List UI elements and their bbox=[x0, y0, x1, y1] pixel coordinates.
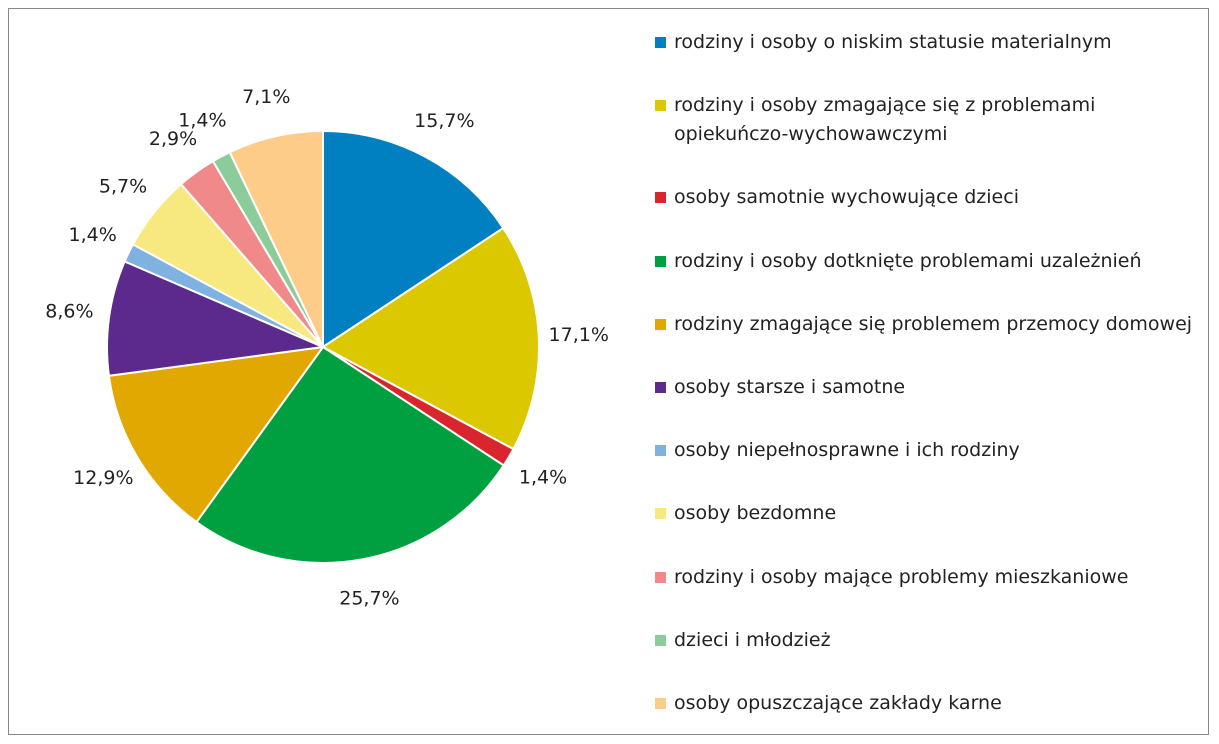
legend-item: osoby samotnie wychowujące dzieci bbox=[655, 183, 1195, 212]
data-label: 15,7% bbox=[414, 110, 474, 132]
legend-item: rodziny i osoby mające problemy mieszkan… bbox=[655, 563, 1195, 592]
chart-frame bbox=[8, 8, 1209, 735]
legend: rodziny i osoby o niskim statusie materi… bbox=[655, 28, 1195, 718]
chart: 15,7% 17,1% 1,4% 25,7% 12,9% 8,6% 1,4% 5,7% 2,9%… bbox=[45, 86, 609, 609]
pie-slice bbox=[321, 226, 540, 451]
pie-slice bbox=[107, 345, 326, 524]
data-label: 25,7% bbox=[339, 587, 399, 609]
legend-item: osoby bezdomne bbox=[655, 499, 1195, 528]
legend-swatch bbox=[655, 697, 666, 709]
data-label: 1,4% bbox=[68, 224, 116, 246]
data-label: 12,9% bbox=[73, 467, 133, 489]
data-label: 17,1% bbox=[549, 324, 609, 346]
legend-label: rodziny i osoby zmagające się z problema… bbox=[674, 94, 1096, 146]
legend-label: osoby niepełnosprawne i ich rodziny bbox=[674, 439, 1020, 462]
legend-swatch bbox=[655, 100, 666, 112]
data-label: 5,7% bbox=[99, 176, 147, 198]
legend-swatch bbox=[655, 255, 666, 267]
legend-swatch bbox=[655, 634, 666, 646]
legend-swatch bbox=[655, 381, 666, 393]
legend-item: osoby niepełnosprawne i ich rodziny bbox=[655, 436, 1195, 465]
legend-label: dzieci i młodzież bbox=[674, 628, 831, 651]
legend-item: dzieci i młodzież bbox=[655, 626, 1195, 655]
pie-slice bbox=[195, 345, 506, 564]
legend-swatch bbox=[655, 318, 666, 330]
legend-item: rodziny i osoby dotknięte problemami uza… bbox=[655, 247, 1195, 276]
legend-label: rodziny i osoby mające problemy mieszkan… bbox=[674, 565, 1129, 588]
data-label: 1,4% bbox=[519, 466, 567, 488]
legend-label: rodziny i osoby o niskim statusie materi… bbox=[674, 31, 1112, 53]
legend-item: osoby opuszczające zakłady karne bbox=[655, 689, 1195, 718]
legend-item: rodziny i osoby o niskim statusie materi… bbox=[655, 28, 1195, 57]
pie-slice bbox=[322, 129, 505, 349]
legend-label: rodziny zmagające się problemem przemocy… bbox=[674, 312, 1193, 335]
data-label: 1,4% bbox=[178, 110, 226, 132]
data-label: 8,6% bbox=[45, 301, 93, 323]
legend-swatch bbox=[655, 571, 666, 583]
data-label: 2,9% bbox=[149, 128, 197, 150]
legend-swatch bbox=[655, 445, 666, 457]
legend-swatch bbox=[655, 192, 666, 204]
legend-label: osoby samotnie wychowujące dzieci bbox=[674, 186, 1019, 209]
legend-item: rodziny zmagające się problemem przemocy… bbox=[655, 310, 1195, 339]
pie-slice bbox=[106, 260, 327, 377]
legend-swatch bbox=[655, 508, 666, 520]
legend-label: rodziny i osoby dotknięte problemami uza… bbox=[674, 249, 1142, 272]
pie-slice bbox=[228, 129, 324, 348]
legend-item: osoby starsze i samotne bbox=[655, 373, 1195, 402]
legend-item: rodziny i osoby zmagające się z problema… bbox=[655, 91, 1195, 149]
data-label: 7,1% bbox=[242, 86, 290, 108]
legend-label: osoby bezdomne bbox=[674, 502, 837, 525]
legend-swatch bbox=[655, 37, 666, 48]
legend-label: osoby opuszczające zakłady karne bbox=[674, 691, 1002, 714]
legend-label: osoby starsze i samotne bbox=[674, 375, 906, 398]
